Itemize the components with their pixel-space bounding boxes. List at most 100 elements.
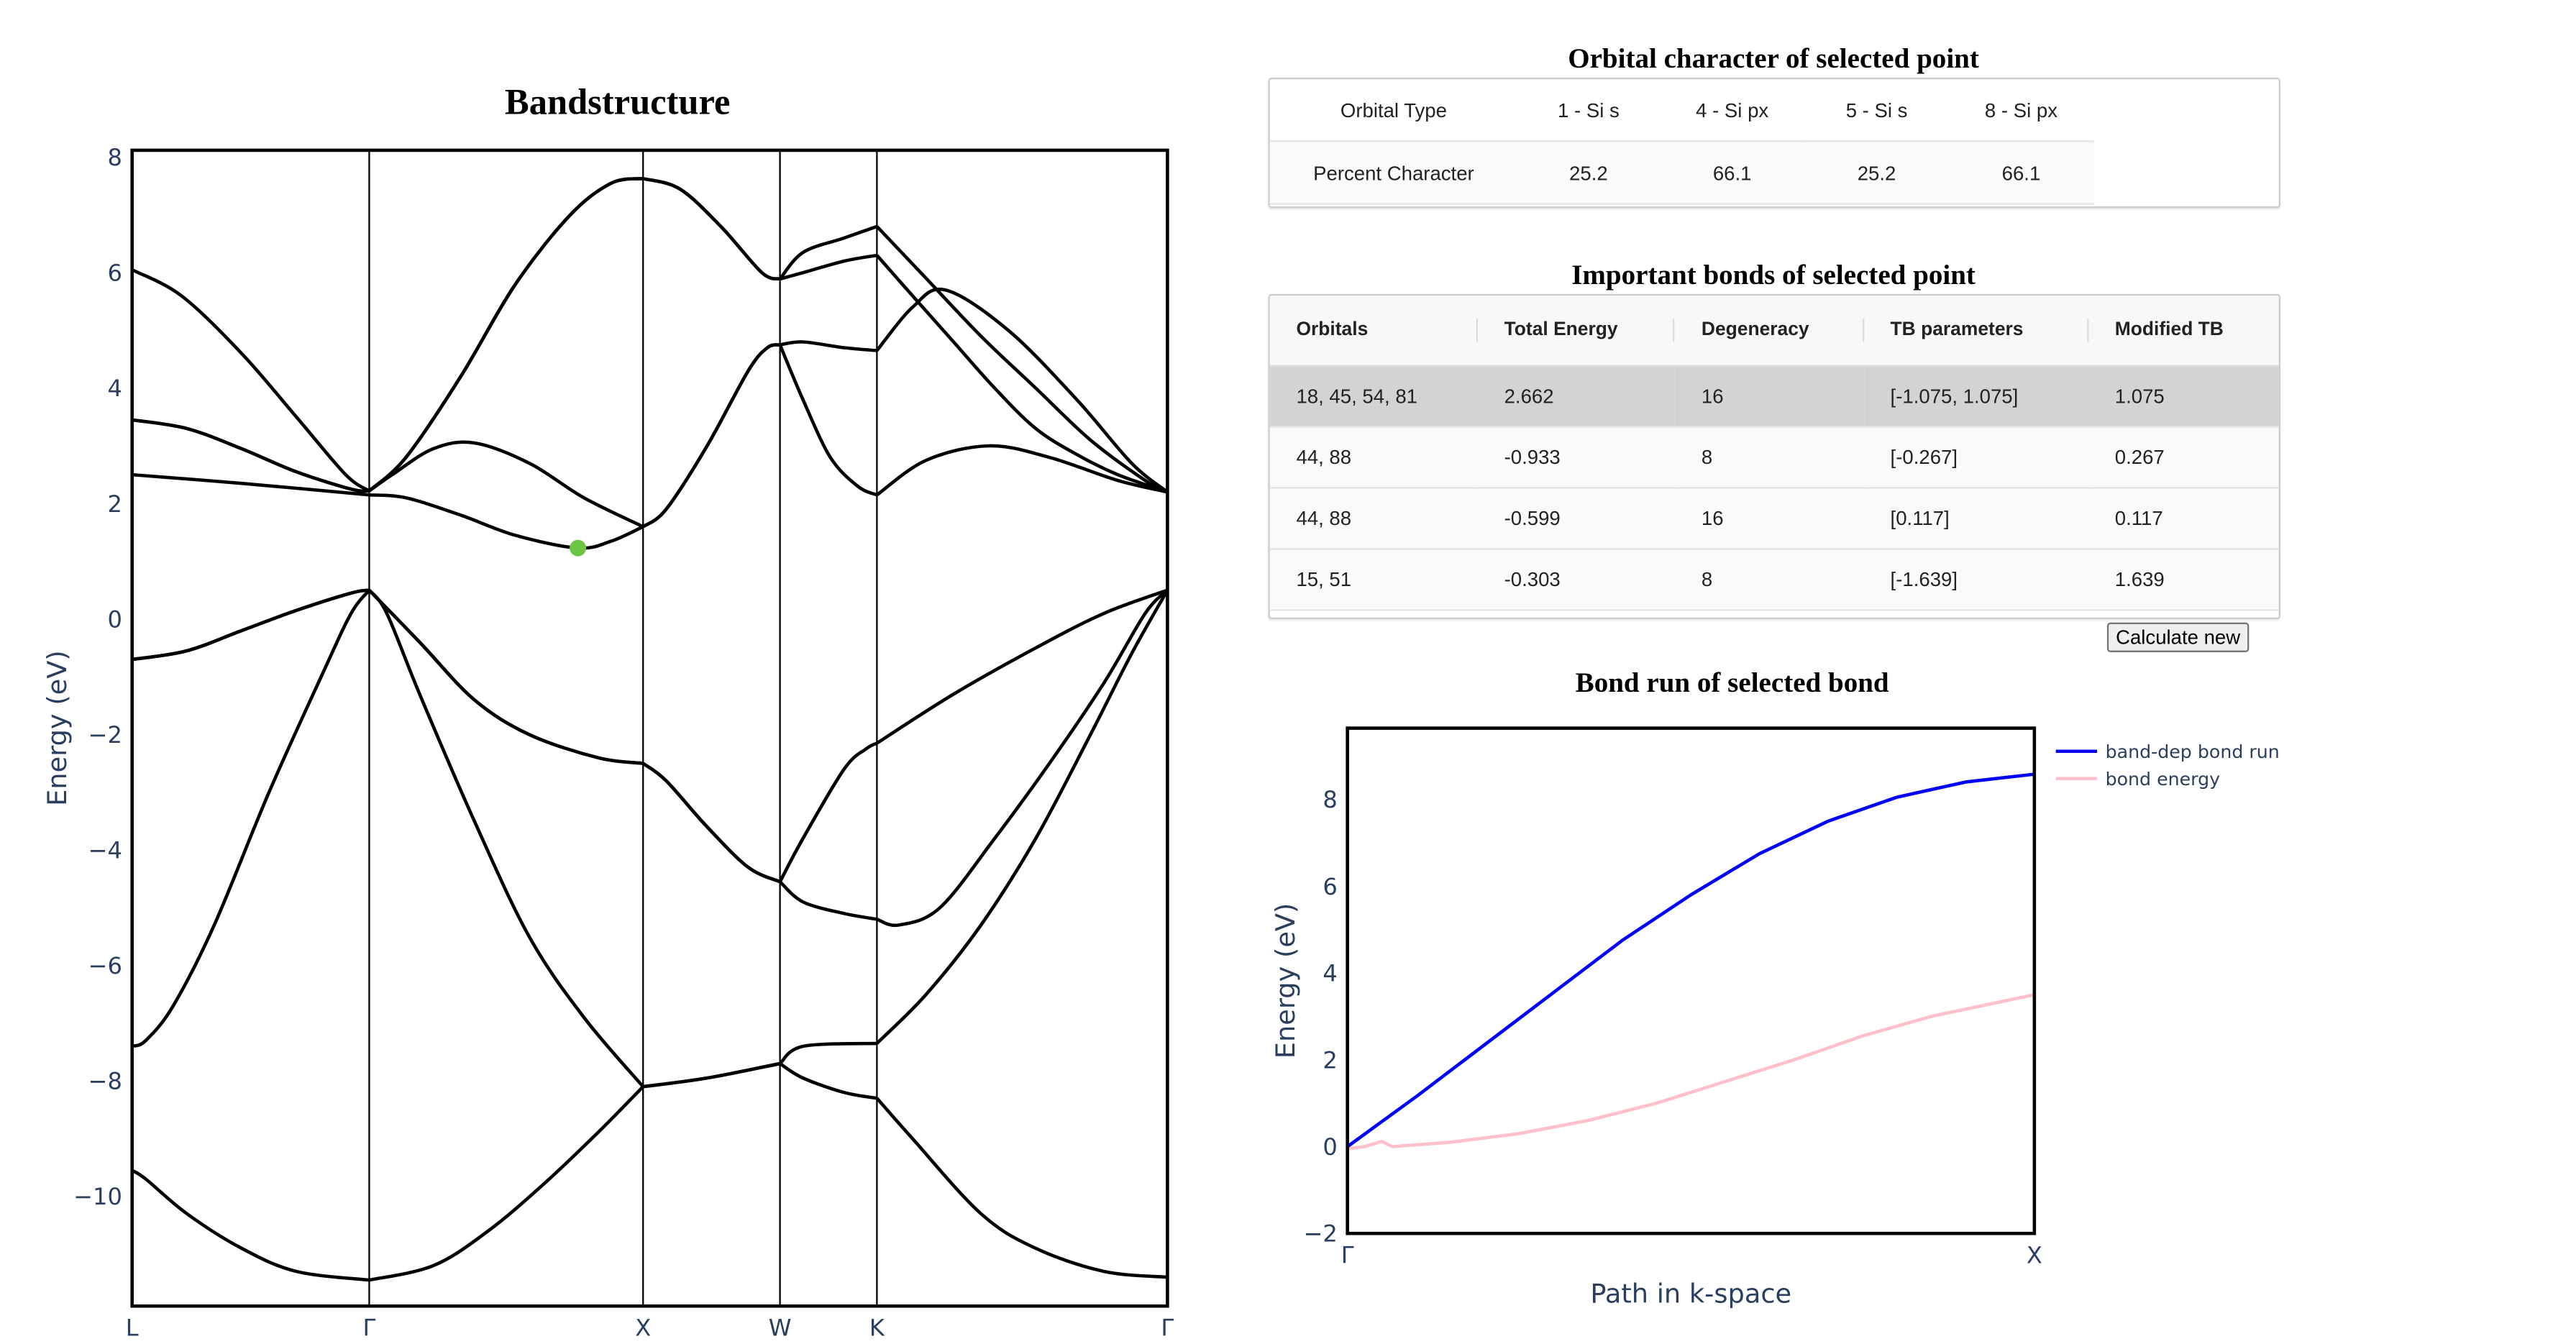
x-tick-label: Γ — [362, 1315, 375, 1342]
column-header-orbitals[interactable]: Orbitals — [1269, 296, 1478, 367]
bond-row[interactable]: 15, 51 -0.303 8 [-1.639] 1.639 — [1269, 549, 2279, 611]
column-separator — [2086, 319, 2089, 342]
x-tick-label: L — [126, 1315, 139, 1342]
cell-tb-parameters: [0.117] — [1863, 488, 2089, 550]
orbital-character-table: Orbital Type 1 - Si s 4 - Si px 5 - Si s… — [1268, 77, 2280, 209]
column-header-label: Degeneracy — [1701, 320, 1809, 341]
percent-cell: 25.2 — [1517, 140, 1660, 205]
cell-degeneracy: 16 — [1675, 488, 1864, 550]
bandstructure-title: Bandstructure — [505, 81, 731, 122]
cell-degeneracy: 8 — [1675, 549, 1864, 611]
y-tick-label: 6 — [107, 260, 122, 287]
band-dep-bond-run-line[interactable] — [1346, 772, 2035, 1148]
orbital-header-cell: 4 - Si px — [1696, 98, 1769, 122]
x-tick-label: W — [769, 1315, 792, 1342]
orbital-header-cell: 5 - Si s — [1845, 98, 1908, 122]
y-tick-label: 6 — [1323, 873, 1337, 900]
y-axis-title: Energy (eV) — [42, 650, 73, 806]
bandstructure-plot-frame — [130, 148, 1169, 1308]
percent-row-label: Percent Character — [1269, 140, 1518, 205]
percent-cell: 25.2 — [1804, 140, 1949, 205]
column-header-label: TB parameters — [1890, 320, 2024, 341]
band-line-4[interactable] — [132, 588, 1169, 884]
y-tick-label: 0 — [1323, 1133, 1337, 1161]
column-header-degeneracy[interactable]: Degeneracy — [1675, 296, 1864, 367]
percent-cell: 66.1 — [1659, 140, 1805, 205]
cell-total-energy: -0.933 — [1477, 426, 1676, 489]
y-tick-label: −2 — [88, 721, 122, 749]
orbital-header-cell: 1 - Si s — [1558, 98, 1620, 122]
bond-row[interactable]: 44, 88 -0.933 8 [-0.267] 0.267 — [1269, 426, 2279, 489]
cell-modified-tb[interactable]: 0.117 — [2088, 488, 2279, 550]
x-tick-label: X — [635, 1315, 651, 1342]
legend-label: bond energy — [2106, 769, 2221, 790]
cell-total-energy: -0.599 — [1477, 488, 1676, 550]
bond-energy-line[interactable] — [1347, 992, 2035, 1151]
column-header-total-energy[interactable]: Total Energy — [1477, 296, 1676, 367]
y-tick-label: 2 — [107, 490, 122, 518]
bonds-panel-title: Important bonds of selected point — [1571, 259, 1976, 291]
x-tick-label: Γ — [1161, 1315, 1174, 1342]
x-tick-label: Γ — [1341, 1242, 1354, 1269]
important-bonds-table: Orbitals Total Energy Degeneracy TB para… — [1268, 293, 2280, 620]
cell-orbitals: 18, 45, 54, 81 — [1269, 365, 1478, 428]
cell-degeneracy: 16 — [1675, 365, 1864, 428]
calculate-new-button[interactable]: Calculate new — [2106, 622, 2250, 652]
y-tick-label: 4 — [1323, 960, 1337, 987]
orbital-panel-title: Orbital character of selected point — [1568, 42, 1979, 75]
orbital-header-cell: 8 - Si px — [1984, 98, 2058, 122]
cell-modified-tb[interactable]: 1.075 — [2088, 365, 2279, 428]
band-line-5[interactable] — [132, 343, 1168, 550]
y-tick-label: −8 — [88, 1068, 122, 1095]
x-tick-label: X — [2027, 1242, 2042, 1269]
orbital-header-row: Orbital Type 1 - Si s 4 - Si px 5 - Si s… — [1270, 79, 2094, 141]
y-tick-label: 4 — [107, 375, 122, 402]
x-axis-title: Path in k-space — [1590, 1279, 1791, 1309]
column-header-label: Orbitals — [1296, 320, 1369, 341]
y-tick-label: 8 — [107, 144, 122, 171]
column-header-modified-tb[interactable]: Modified TB — [2088, 296, 2279, 367]
legend-item[interactable]: band-dep bond run — [2055, 741, 2280, 762]
x-tick-label: K — [869, 1315, 885, 1342]
selected-point-marker[interactable] — [570, 539, 587, 557]
bond-row[interactable]: 44, 88 -0.599 16 [0.117] 0.117 — [1269, 488, 2279, 550]
y-axis-title: Energy (eV) — [1270, 903, 1301, 1059]
percent-character-row: Percent Character 25.2 66.1 25.2 66.1 — [1269, 140, 2094, 205]
band-line-1[interactable] — [131, 1061, 1168, 1282]
orbital-header-cell: Orbital Type — [1340, 98, 1447, 122]
column-separator — [1476, 319, 1478, 342]
bond-run-plot-frame — [1346, 726, 2037, 1235]
band-line-8[interactable] — [131, 176, 1169, 494]
column-header-label: Modified TB — [2114, 320, 2224, 341]
cell-modified-tb[interactable]: 0.267 — [2088, 426, 2279, 489]
bonds-header-row: Orbitals Total Energy Degeneracy TB para… — [1269, 296, 2279, 367]
y-tick-label: −4 — [88, 836, 122, 864]
band-line-2[interactable] — [131, 589, 1169, 1089]
cell-total-energy: 2.662 — [1477, 365, 1676, 428]
cell-tb-parameters: [-0.267] — [1863, 426, 2089, 489]
bond-row-selected[interactable]: 18, 45, 54, 81 2.662 16 [-1.075, 1.075] … — [1269, 365, 2279, 428]
legend-item[interactable]: bond energy — [2055, 769, 2221, 790]
legend-label: band-dep bond run — [2106, 741, 2280, 762]
column-separator — [1673, 319, 1676, 342]
cell-orbitals: 15, 51 — [1269, 549, 1478, 611]
cell-orbitals: 44, 88 — [1269, 488, 1478, 550]
column-header-label: Total Energy — [1504, 320, 1618, 341]
cell-orbitals: 44, 88 — [1269, 426, 1478, 489]
cell-tb-parameters: [-1.639] — [1863, 549, 2089, 611]
column-header-tb-parameters[interactable]: TB parameters — [1863, 296, 2089, 367]
y-tick-label: −6 — [88, 952, 122, 979]
cell-modified-tb[interactable]: 1.639 — [2088, 549, 2279, 611]
cell-degeneracy: 8 — [1675, 426, 1864, 489]
bonds-table-grid: Orbitals Total Energy Degeneracy TB para… — [1269, 296, 2279, 611]
y-tick-label: −10 — [73, 1183, 122, 1210]
y-tick-label: 0 — [107, 605, 122, 633]
y-tick-label: −2 — [1304, 1220, 1338, 1248]
cell-tb-parameters: [-1.075, 1.075] — [1863, 365, 2089, 428]
y-tick-label: 2 — [1323, 1046, 1337, 1074]
percent-cell: 66.1 — [1948, 140, 2094, 205]
column-separator — [1862, 319, 1864, 342]
y-tick-label: 8 — [1323, 786, 1337, 813]
